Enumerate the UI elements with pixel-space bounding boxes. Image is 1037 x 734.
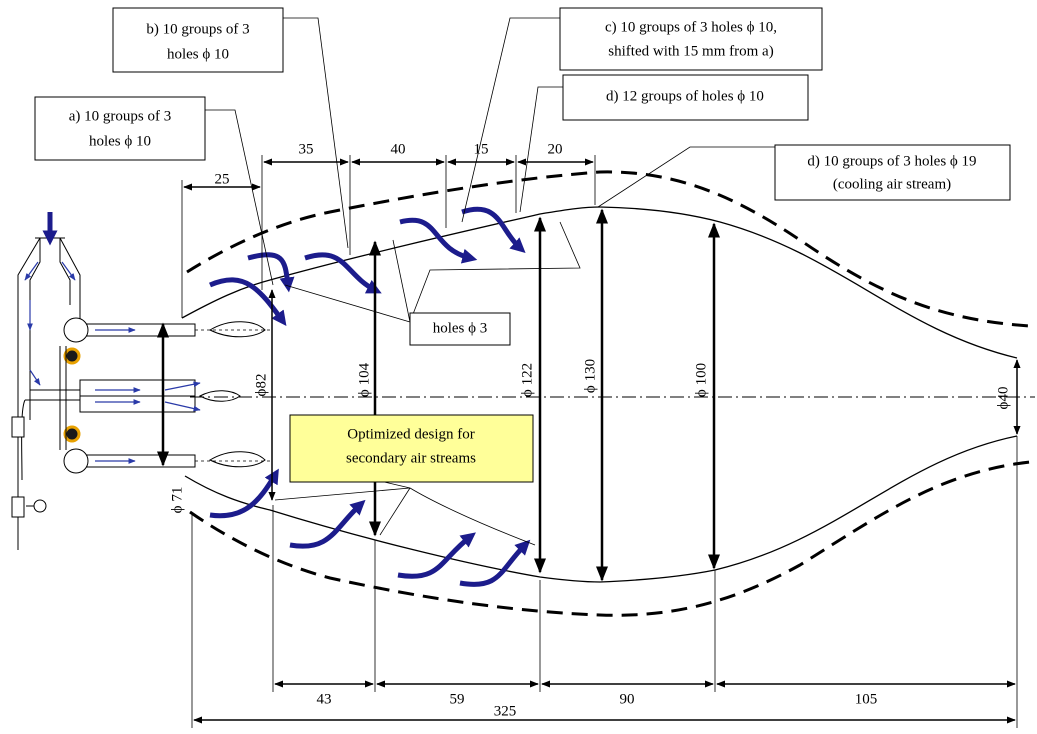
callout-text: (cooling air stream) (833, 176, 951, 192)
dimension-label: 105 (855, 691, 878, 707)
dimension-label: 59 (450, 691, 465, 707)
dimension-label: 40 (391, 141, 406, 157)
shape (64, 318, 88, 342)
note-text: Optimized design for (347, 426, 474, 442)
line-shape (598, 147, 775, 207)
shape (290, 415, 533, 482)
burner (12, 212, 270, 550)
shape (64, 449, 88, 473)
line-shape (200, 391, 240, 402)
callout-text: d) 12 groups of holes ϕ 10 (606, 88, 764, 104)
callout-text: holes ϕ 10 (89, 133, 151, 149)
line-shape (305, 255, 375, 290)
note-text: secondary air streams (346, 450, 476, 466)
dimension-label: 325 (494, 703, 517, 719)
line-shape (398, 537, 470, 576)
line-shape (30, 370, 40, 385)
dimension-label: 90 (620, 691, 635, 707)
line-shape (460, 545, 525, 584)
callout-text: holes ϕ 3 (433, 320, 488, 336)
dimension-label: 35 (299, 141, 314, 157)
shape (12, 497, 24, 517)
combustor-diagram: b) 10 groups of 3 holes ϕ 10 c) 10 group… (0, 0, 1037, 734)
line-shape (18, 346, 80, 550)
dimension-label: 15 (474, 141, 489, 157)
shape (560, 8, 822, 70)
line-shape (462, 18, 560, 222)
callout-text: holes ϕ 10 (167, 46, 229, 62)
line-shape (210, 475, 275, 516)
line-shape (290, 505, 360, 546)
diameter-label: ϕ 71 (169, 487, 185, 514)
callout-text: b) 10 groups of 3 (146, 21, 249, 37)
line-shape (205, 110, 273, 285)
line-shape (210, 280, 282, 320)
shape (12, 417, 24, 437)
shape (35, 97, 205, 160)
diameter-label: ϕ 122 (519, 363, 535, 397)
shape (65, 349, 79, 363)
dimension-label: 43 (317, 691, 332, 707)
diameter-label: ϕ 100 (693, 363, 709, 397)
line-shape (285, 222, 580, 322)
line-shape (182, 207, 1017, 358)
line-shape (190, 462, 1030, 615)
dimension-label: 20 (548, 141, 563, 157)
diameter-label: ϕ 104 (356, 362, 372, 397)
line-shape (462, 209, 520, 248)
callout-text: a) 10 groups of 3 (69, 108, 171, 124)
diameter-label: ϕ40 (995, 387, 1011, 410)
line-shape (400, 220, 470, 258)
callout-text: shifted with 15 mm from a) (608, 43, 773, 59)
callout-text: c) 10 groups of 3 holes ϕ 10, (605, 19, 777, 35)
dimension-label: 25 (215, 171, 230, 187)
chamber (182, 172, 1035, 615)
diameter-label: ϕ82 (253, 374, 269, 397)
line-shape (283, 18, 348, 248)
callout-boxes (35, 8, 1010, 482)
line-shape (210, 322, 265, 337)
line-shape (210, 452, 265, 467)
callout-text: d) 10 groups of 3 holes ϕ 19 (807, 153, 976, 169)
shape (34, 500, 46, 512)
diameter-label: ϕ 130 (582, 359, 598, 393)
shape (65, 427, 79, 441)
